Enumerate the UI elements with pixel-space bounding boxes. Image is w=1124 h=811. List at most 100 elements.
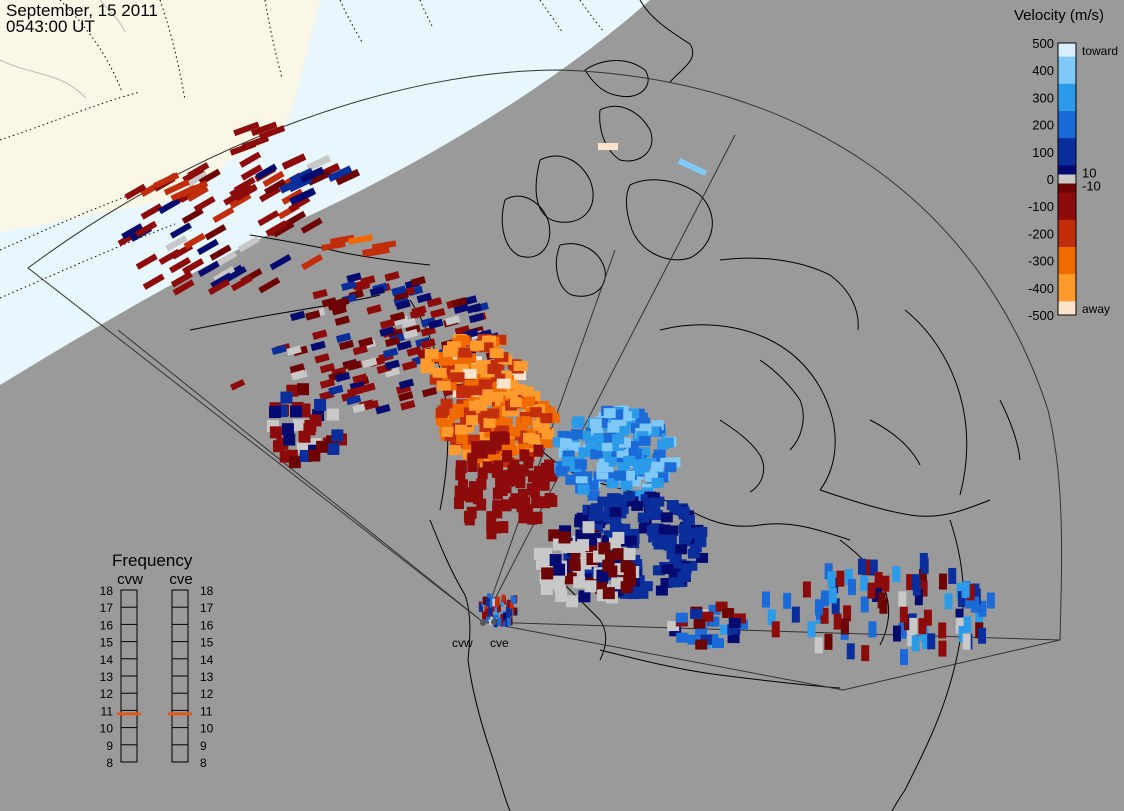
frequency-scale-right: 15 <box>200 636 214 650</box>
scatter-cell <box>493 417 506 428</box>
scatter-cell <box>486 442 497 455</box>
scatter-cell <box>727 624 740 635</box>
scatter-cell <box>598 143 618 150</box>
scatter-cell <box>577 484 590 495</box>
scatter-cell <box>881 575 890 592</box>
scatter-cell <box>375 404 391 415</box>
colorbar-segment <box>1058 165 1076 171</box>
scatter-cell <box>485 608 490 617</box>
colorbar-tick-label: 200 <box>1032 118 1054 133</box>
scatter-cell <box>638 523 651 534</box>
scatter-cell <box>904 614 913 631</box>
scatter-cell <box>453 497 464 510</box>
scatter-cell <box>843 605 852 622</box>
scatter-cell <box>656 472 669 483</box>
frequency-scale-right: 13 <box>200 670 214 684</box>
scatter-cell <box>502 450 513 463</box>
scatter-cell <box>675 544 688 555</box>
scatter-cell <box>289 167 314 185</box>
scatter-cell <box>661 564 674 575</box>
colorbar-segment <box>1058 106 1076 112</box>
scatter-cell <box>290 310 306 322</box>
scatter-cell <box>290 369 306 381</box>
scatter-cell <box>622 470 635 481</box>
scatter-cell <box>489 348 504 359</box>
scatter-cell <box>596 469 609 480</box>
scatter-cell <box>645 472 658 483</box>
scatter-cell <box>508 426 521 437</box>
scatter-cell <box>328 384 344 396</box>
scatter-cell <box>971 596 980 613</box>
scatter-cell <box>420 358 435 369</box>
scatter-cell <box>527 434 540 445</box>
scatter-cell <box>360 275 376 286</box>
scatter-cell <box>478 387 493 398</box>
scatter-cell <box>420 326 437 337</box>
scatter-cell <box>966 584 975 601</box>
colorbar-segment <box>1058 70 1076 76</box>
scatter-cell <box>651 477 664 488</box>
scatter-cell <box>492 598 497 607</box>
scatter-cell <box>512 596 517 605</box>
scatter-cell <box>677 506 690 517</box>
scatter-cell <box>491 438 502 451</box>
colorbar-segment <box>1058 215 1076 221</box>
colorbar-segment <box>1058 301 1076 307</box>
scatter-cell <box>448 445 461 456</box>
scatter-cell <box>398 378 415 390</box>
scatter-cell <box>637 512 650 523</box>
scatter-cell <box>532 477 543 490</box>
colorbar-segment <box>1058 247 1076 253</box>
scatter-cell <box>269 426 282 439</box>
scatter-cell <box>602 587 615 600</box>
scatter-cell <box>604 472 617 483</box>
scatter-cell <box>527 470 538 483</box>
scatter-cell <box>612 531 625 544</box>
scatter-cell <box>617 461 630 472</box>
scatter-cell <box>509 459 520 472</box>
scatter-cell <box>570 429 583 440</box>
frequency-scale-right: 11 <box>200 704 213 718</box>
scatter-cell <box>614 470 627 481</box>
scatter-cell <box>720 624 733 635</box>
scatter-cell <box>596 462 609 473</box>
frequency-scale-left: 8 <box>106 756 113 770</box>
scatter-cell <box>538 472 549 485</box>
scatter-cell <box>652 535 665 546</box>
scatter-cell <box>468 385 483 396</box>
scatter-cell <box>944 593 953 610</box>
scatter-cell <box>918 618 927 635</box>
colorbar-tick-label: -500 <box>1028 308 1054 323</box>
scatter-cell <box>331 429 344 442</box>
scatter-cell <box>598 542 611 555</box>
sunlit-coastline <box>0 0 126 99</box>
scatter-cell <box>204 224 227 241</box>
frequency-scale-left: 17 <box>100 601 114 615</box>
scatter-cell <box>912 574 921 591</box>
colorbar-segment <box>1058 56 1076 62</box>
scatter-cell <box>513 607 518 616</box>
scatter-cell <box>297 383 310 396</box>
scatter-cell <box>198 168 221 185</box>
scatter-cell <box>505 606 510 615</box>
scatter-cell <box>307 169 332 186</box>
scatter-cell <box>209 244 232 261</box>
scatter-cell <box>694 537 707 548</box>
colorbar-segment <box>1058 287 1076 293</box>
scatter-cell <box>182 180 209 197</box>
scatter-cell <box>899 649 908 666</box>
scatter-cell <box>401 360 418 371</box>
scatter-cell <box>547 495 558 508</box>
scatter-cell <box>508 608 513 617</box>
scatter-cell <box>791 606 800 623</box>
scatter-cell <box>268 406 281 419</box>
scatter-cell <box>212 206 235 224</box>
scatter-cell <box>466 303 482 314</box>
frequency-scale-left: 15 <box>100 636 114 650</box>
scatter-cell <box>456 387 471 398</box>
colorbar-tick-label: 400 <box>1032 63 1054 78</box>
scatter-cell <box>562 450 575 461</box>
scatter-cell <box>918 568 927 585</box>
scatter-cell <box>398 391 414 402</box>
colorbar-segment <box>1058 138 1076 144</box>
